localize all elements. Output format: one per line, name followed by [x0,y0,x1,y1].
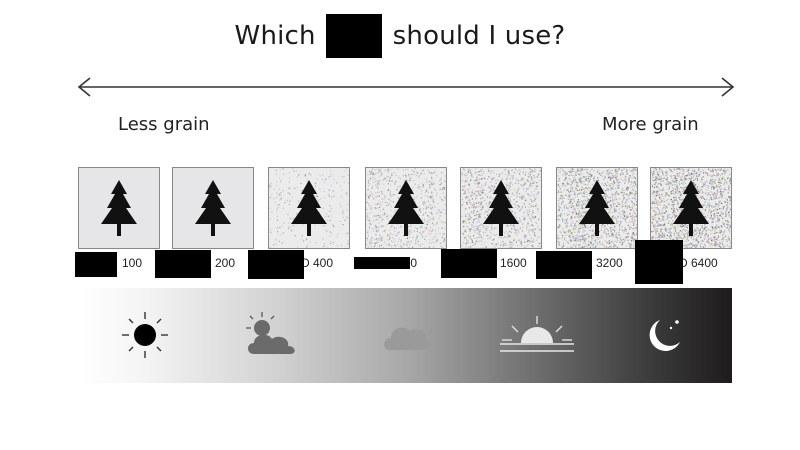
redaction-box [536,251,592,279]
sunset-icon [500,316,574,352]
light-conditions-band [80,288,732,383]
grain-tile [460,167,542,249]
iso-label: D 400 [301,256,334,270]
double-arrow-icon [77,77,735,97]
tree-icon [673,180,709,236]
tree-icon [483,180,519,236]
grain-tiles [0,167,800,251]
tree-icon [579,180,615,236]
redaction-box [248,250,304,279]
redaction-box [155,250,211,278]
redaction-box [75,252,117,277]
tree-icon [388,180,424,236]
tree-icon [195,180,231,236]
iso-label: D 6400 [679,256,718,270]
redaction-box [354,257,410,269]
grain-tile [650,167,732,249]
tree-icon [101,180,137,236]
grain-texture [557,168,637,248]
grain-tile [78,167,160,249]
iso-label: 200 [215,256,236,270]
partly-cloudy-icon [246,312,295,354]
cloud-icon [384,327,430,350]
title-redaction [326,14,383,58]
page-title: Which should I use? [0,14,800,58]
iso-label: 1600 [500,256,527,270]
grain-tile [556,167,638,249]
iso-label: 100 [122,256,143,270]
title-after: should I use? [392,21,566,51]
moon-stars-icon [649,320,680,351]
sun-icon [122,312,168,358]
less-grain-label: Less grain [118,114,210,135]
redaction-box [441,249,497,278]
tree-icon [291,180,327,236]
grain-tile [172,167,254,249]
title-before: Which [234,21,316,51]
iso-label: 3200 [596,256,623,270]
more-grain-label: More grain [602,114,699,135]
grain-tile [268,167,350,249]
grain-tile [365,167,447,249]
redaction-box [635,240,683,284]
